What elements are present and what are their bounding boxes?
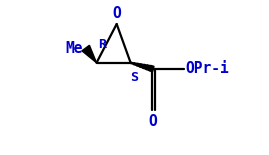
Polygon shape — [143, 64, 147, 69]
Polygon shape — [136, 63, 141, 67]
Polygon shape — [130, 62, 134, 64]
Polygon shape — [133, 63, 137, 66]
Text: O: O — [149, 114, 157, 129]
Polygon shape — [149, 65, 154, 72]
Text: O: O — [112, 6, 121, 21]
Text: Me: Me — [66, 41, 83, 56]
Polygon shape — [82, 45, 97, 63]
Text: R: R — [98, 38, 106, 51]
Polygon shape — [140, 64, 144, 68]
Polygon shape — [146, 65, 151, 71]
Text: OPr-i: OPr-i — [185, 61, 229, 76]
Text: S: S — [130, 71, 139, 84]
